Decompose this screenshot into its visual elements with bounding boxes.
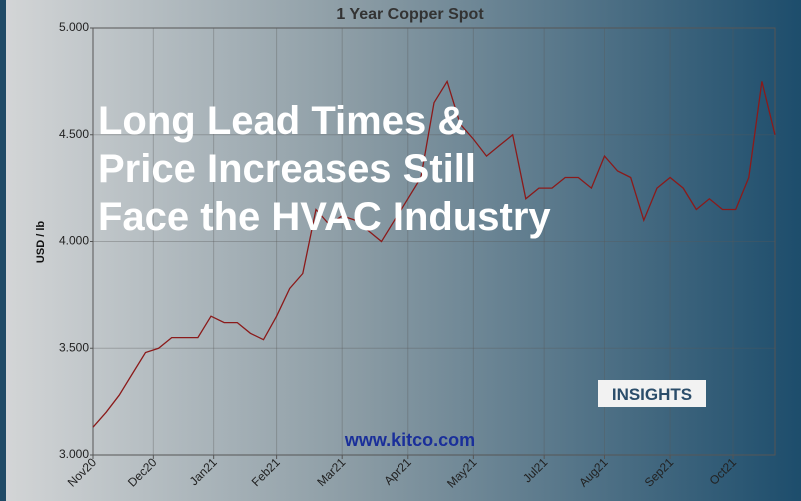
headline: Face the HVAC Industry [98,195,551,239]
badge-box [598,380,706,407]
badge: INSIGHTS [612,385,692,404]
y-tick-label: 3.500 [59,340,89,354]
y-tick-label: 3.000 [59,447,89,461]
y-tick-label: 4.000 [59,234,89,248]
headline: Price Increases Still [98,147,476,191]
price-line [92,79,776,428]
chart-title: 1 Year Copper Spot [336,6,484,23]
y-axis-label: USD / lb [35,221,47,263]
headline: Long Lead Times & [98,99,466,143]
y-tick-label: 5.000 [59,20,89,34]
side-strip [0,0,6,501]
y-tick-label: 4.500 [59,127,89,141]
watermark: www.kitco.com [344,430,475,450]
